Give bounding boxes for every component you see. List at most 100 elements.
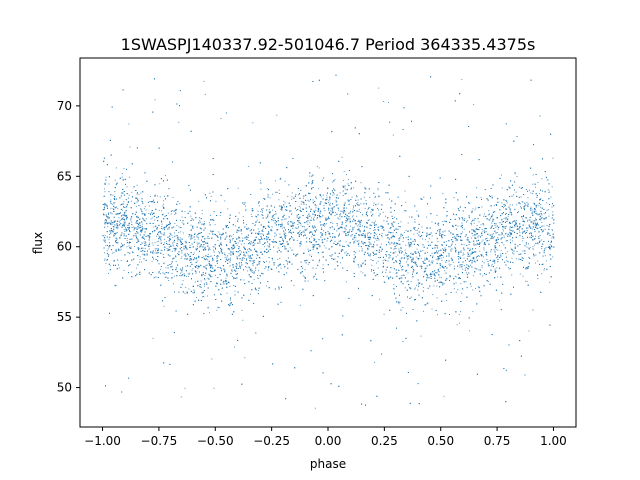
data-point bbox=[218, 231, 220, 233]
data-point bbox=[354, 256, 356, 257]
data-point bbox=[368, 219, 370, 221]
data-point bbox=[231, 239, 233, 241]
data-point bbox=[119, 249, 121, 251]
data-point bbox=[162, 254, 164, 255]
data-point bbox=[220, 237, 222, 239]
data-point bbox=[543, 269, 545, 271]
data-point bbox=[315, 244, 317, 245]
data-point bbox=[267, 269, 269, 271]
data-point bbox=[524, 230, 526, 232]
data-point bbox=[369, 196, 371, 198]
data-point bbox=[472, 235, 474, 237]
data-point bbox=[526, 280, 528, 282]
data-point bbox=[180, 396, 182, 398]
data-point bbox=[164, 242, 165, 244]
data-point bbox=[119, 221, 120, 223]
data-point bbox=[532, 174, 534, 176]
data-point bbox=[462, 219, 464, 221]
data-point bbox=[407, 272, 409, 274]
data-point bbox=[509, 230, 511, 232]
data-point bbox=[135, 233, 137, 235]
data-point bbox=[481, 241, 483, 243]
data-point bbox=[419, 265, 421, 267]
data-point bbox=[503, 236, 505, 238]
data-point bbox=[334, 179, 336, 181]
data-point bbox=[528, 256, 530, 258]
data-point bbox=[541, 214, 543, 216]
data-point bbox=[534, 210, 536, 212]
data-point bbox=[180, 270, 182, 272]
data-point bbox=[358, 245, 360, 247]
data-point bbox=[535, 262, 536, 264]
data-point bbox=[174, 248, 176, 250]
data-point bbox=[516, 251, 518, 252]
data-point bbox=[387, 234, 388, 236]
data-point bbox=[362, 272, 364, 274]
data-point bbox=[107, 248, 109, 250]
data-point bbox=[481, 265, 483, 266]
data-point bbox=[483, 213, 485, 215]
data-point bbox=[348, 212, 350, 214]
data-point bbox=[538, 193, 540, 195]
data-point bbox=[118, 217, 120, 219]
data-point bbox=[496, 238, 498, 240]
data-point bbox=[136, 215, 138, 217]
data-point bbox=[395, 228, 397, 230]
data-point bbox=[204, 93, 206, 95]
data-point bbox=[197, 238, 199, 240]
data-point bbox=[455, 244, 457, 246]
data-point bbox=[185, 265, 187, 267]
data-point bbox=[448, 255, 450, 257]
data-point bbox=[546, 260, 547, 262]
data-point bbox=[377, 187, 379, 189]
data-point bbox=[416, 229, 418, 231]
data-point bbox=[459, 206, 461, 208]
data-point bbox=[537, 278, 539, 280]
data-point bbox=[378, 209, 379, 211]
data-point bbox=[272, 259, 274, 261]
data-point bbox=[161, 233, 163, 235]
data-point bbox=[246, 252, 248, 254]
data-point bbox=[369, 243, 371, 245]
data-point bbox=[532, 246, 534, 248]
data-point bbox=[196, 246, 198, 248]
data-point bbox=[131, 191, 133, 193]
data-point bbox=[360, 222, 362, 223]
data-point bbox=[138, 240, 140, 242]
data-point bbox=[105, 245, 107, 247]
data-point bbox=[339, 233, 340, 235]
data-point bbox=[353, 187, 355, 189]
data-point bbox=[513, 194, 514, 196]
data-point bbox=[279, 193, 281, 194]
data-point bbox=[123, 224, 125, 226]
data-point bbox=[131, 227, 133, 228]
data-point bbox=[497, 276, 499, 278]
data-point bbox=[532, 183, 534, 185]
data-point bbox=[121, 173, 123, 175]
data-point bbox=[480, 197, 482, 199]
data-point bbox=[548, 229, 550, 230]
data-point bbox=[173, 283, 174, 285]
data-point bbox=[418, 283, 419, 285]
data-point bbox=[322, 264, 324, 266]
data-point bbox=[121, 243, 122, 245]
data-point bbox=[531, 237, 533, 238]
data-point bbox=[207, 253, 209, 255]
data-point bbox=[440, 257, 442, 259]
data-point bbox=[390, 252, 392, 253]
data-point bbox=[501, 221, 503, 223]
data-point bbox=[355, 237, 357, 239]
data-point bbox=[435, 272, 436, 274]
data-point bbox=[376, 239, 378, 241]
data-point bbox=[376, 262, 378, 264]
data-point bbox=[104, 241, 106, 242]
data-point bbox=[196, 297, 197, 299]
data-point bbox=[551, 186, 553, 188]
data-point bbox=[107, 217, 109, 219]
data-point bbox=[212, 271, 214, 272]
data-point bbox=[470, 224, 472, 226]
data-point bbox=[480, 224, 482, 226]
data-point bbox=[374, 196, 376, 197]
data-point bbox=[176, 225, 178, 227]
data-point bbox=[448, 253, 450, 254]
